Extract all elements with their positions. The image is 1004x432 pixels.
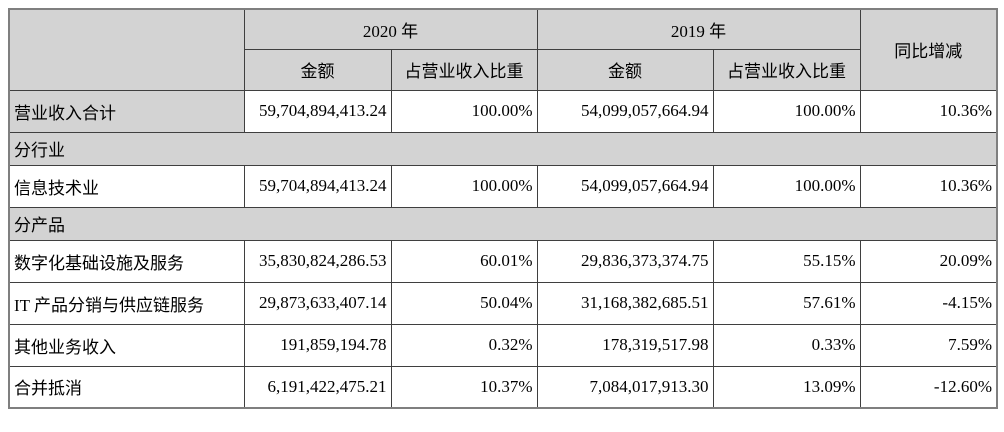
section-band-by-industry: 分行业 (8, 131, 998, 166)
amount-2019-cell: 31,168,382,685.51 (536, 281, 714, 325)
ratio-2019-header: 占营业收入比重 (712, 48, 861, 91)
ratio-2019-cell: 100.00% (712, 164, 861, 208)
ratio-2020-cell: 0.32% (390, 323, 538, 367)
section-band-label: 分行业 (8, 131, 998, 166)
yoy-cell: 20.09% (859, 239, 998, 283)
row-label: 数字化基础设施及服务 (8, 239, 245, 283)
ratio-2019-cell: 57.61% (712, 281, 861, 325)
yoy-cell: 10.36% (859, 164, 998, 208)
ratio-2020-header: 占营业收入比重 (390, 48, 538, 91)
row-label: 信息技术业 (8, 164, 245, 208)
amount-2020-cell: 6,191,422,475.21 (243, 365, 392, 409)
ratio-2019-cell: 100.00% (712, 89, 861, 133)
yoy-cell: 10.36% (859, 89, 998, 133)
yoy-header: 同比增减 (859, 8, 998, 91)
amount-2019-cell: 54,099,057,664.94 (536, 89, 714, 133)
ratio-2020-cell: 60.01% (390, 239, 538, 283)
yoy-cell: -12.60% (859, 365, 998, 409)
ratio-2020-cell: 100.00% (390, 164, 538, 208)
yoy-cell: 7.59% (859, 323, 998, 367)
ratio-2020-cell: 100.00% (390, 89, 538, 133)
amount-2020-cell: 59,704,894,413.24 (243, 89, 392, 133)
corner-cell (8, 8, 245, 91)
section-band-label: 分产品 (8, 206, 998, 241)
amount-2020-header: 金额 (243, 48, 392, 91)
ratio-2019-cell: 55.15% (712, 239, 861, 283)
section-band-by-product: 分产品 (8, 206, 998, 241)
amount-2020-cell: 59,704,894,413.24 (243, 164, 392, 208)
ratio-2020-cell: 10.37% (390, 365, 538, 409)
revenue-breakdown-table-container: 2020 年 2019 年 同比增减 金额 占营业收入比重 金额 占营业收入比重… (8, 8, 998, 409)
revenue-breakdown-table: 2020 年 2019 年 同比增减 金额 占营业收入比重 金额 占营业收入比重… (8, 8, 998, 409)
row-label: IT 产品分销与供应链服务 (8, 281, 245, 325)
amount-2019-cell: 178,319,517.98 (536, 323, 714, 367)
table-row-total-revenue: 营业收入合计 59,704,894,413.24 100.00% 54,099,… (8, 89, 998, 133)
header-row-years: 2020 年 2019 年 同比增减 (8, 8, 998, 91)
ratio-2020-cell: 50.04% (390, 281, 538, 325)
amount-2019-cell: 29,836,373,374.75 (536, 239, 714, 283)
row-label: 合并抵消 (8, 365, 245, 409)
amount-2020-cell: 35,830,824,286.53 (243, 239, 392, 283)
table-row-other-revenue: 其他业务收入 191,859,194.78 0.32% 178,319,517.… (8, 323, 998, 367)
table-row-it-industry: 信息技术业 59,704,894,413.24 100.00% 54,099,0… (8, 164, 998, 208)
amount-2020-cell: 29,873,633,407.14 (243, 281, 392, 325)
year-2020-header: 2020 年 (243, 8, 538, 50)
table-row-digital-infrastructure: 数字化基础设施及服务 35,830,824,286.53 60.01% 29,8… (8, 239, 998, 283)
header-row-subcolumns: 金额 占营业收入比重 金额 占营业收入比重 (9, 48, 997, 91)
table-row-consolidation-elimination: 合并抵消 6,191,422,475.21 10.37% 7,084,017,9… (8, 365, 998, 409)
yoy-cell: -4.15% (859, 281, 998, 325)
amount-2019-cell: 7,084,017,913.30 (536, 365, 714, 409)
table-row-it-distribution: IT 产品分销与供应链服务 29,873,633,407.14 50.04% 3… (8, 281, 998, 325)
year-2019-header: 2019 年 (536, 8, 861, 50)
row-label: 其他业务收入 (8, 323, 245, 367)
row-label: 营业收入合计 (8, 89, 245, 133)
amount-2019-cell: 54,099,057,664.94 (536, 164, 714, 208)
amount-2020-cell: 191,859,194.78 (243, 323, 392, 367)
ratio-2019-cell: 13.09% (712, 365, 861, 409)
amount-2019-header: 金额 (536, 48, 714, 91)
ratio-2019-cell: 0.33% (712, 323, 861, 367)
